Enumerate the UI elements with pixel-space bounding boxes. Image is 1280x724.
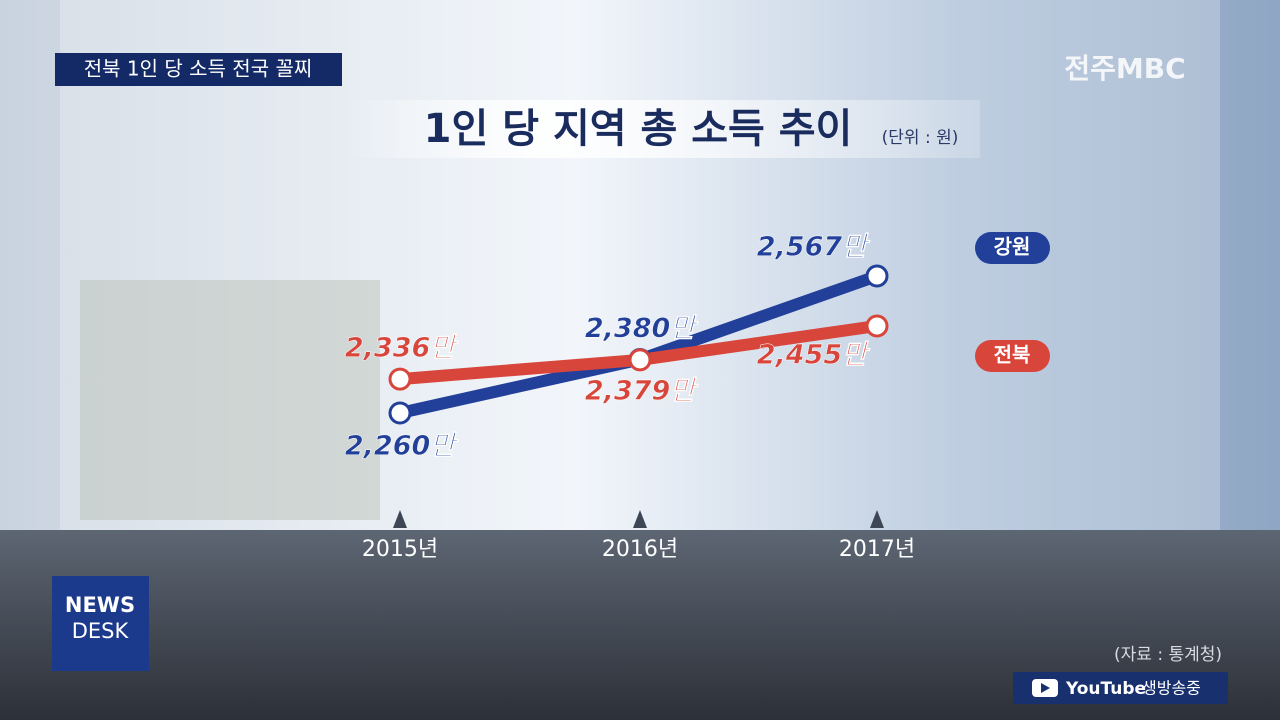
legend-label: 강원 [994,235,1031,259]
legend-label: 전북 [994,342,1031,366]
value-label: 2,567만 [757,232,871,263]
value-label: 2,455만 [757,339,871,370]
legend-badge [975,339,1050,372]
logo: 전주MBC [1064,52,1185,85]
caption: 전북 1인 당 소득 전국 꼴찌 [84,57,313,81]
point [865,314,889,338]
x-tick [633,510,647,528]
point [388,367,412,391]
source: (자료 : 통계청) [1114,645,1222,665]
youtube-play [1041,683,1050,693]
youtube-text: YouTube [1065,679,1146,699]
x-tick-label: 2017년 [839,537,915,562]
value-label: 2,380만 [585,313,699,344]
live-text: 생방송중 [1142,679,1201,698]
value-label: 2,379만 [585,375,699,406]
value-label: 2,260만 [345,431,459,462]
title-bar [340,100,980,158]
chart-title: 1인 당 지역 총 소득 추이 [424,106,853,152]
x-tick [870,510,884,528]
x-tick-label: 2016년 [602,537,678,562]
news-desk-logo [52,576,149,671]
x-tick-label: 2015년 [362,537,438,562]
value-label: 2,336만 [345,333,459,364]
legend-badge [975,232,1050,264]
x-tick [393,510,407,528]
news-text: NEWS [65,593,135,617]
chart-subtitle: (단위 : 원) [882,128,959,148]
money-image [80,280,380,520]
point [388,401,412,425]
caption-box [55,53,342,86]
point [628,348,652,372]
point [865,264,889,288]
desk-text: DESK [72,619,130,643]
